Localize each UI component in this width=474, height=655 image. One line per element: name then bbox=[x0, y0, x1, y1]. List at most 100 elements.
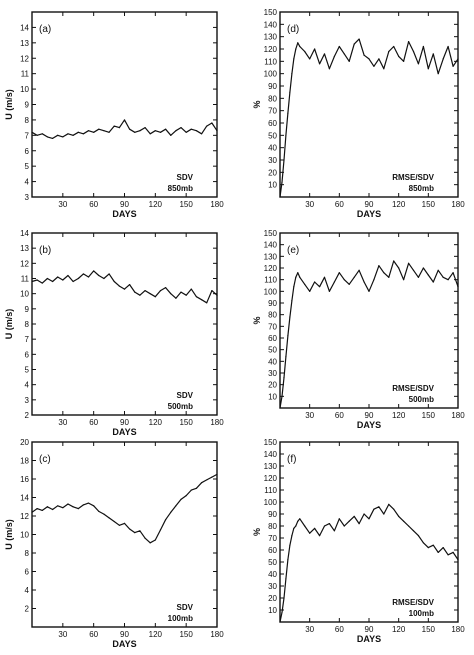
y-tick-label: 150 bbox=[264, 8, 278, 17]
y-tick-label: 110 bbox=[264, 276, 277, 285]
y-tick-label: 120 bbox=[264, 45, 278, 54]
data-point bbox=[398, 515, 400, 518]
y-axis-label: U (m/s) bbox=[4, 309, 14, 340]
data-point bbox=[353, 515, 355, 518]
data-point bbox=[417, 276, 420, 278]
data-point bbox=[299, 45, 301, 48]
y-tick-label: 10 bbox=[268, 606, 277, 615]
data-point bbox=[118, 285, 120, 287]
data-point bbox=[87, 130, 90, 132]
x-tick-label: 150 bbox=[422, 411, 436, 420]
y-tick-label: 20 bbox=[20, 438, 29, 447]
data-point bbox=[185, 495, 187, 497]
data-point bbox=[31, 131, 33, 133]
data-point bbox=[383, 68, 385, 70]
data-point bbox=[407, 41, 410, 43]
data-point bbox=[154, 296, 156, 298]
data-point bbox=[328, 68, 331, 70]
y-tick-label: 6 bbox=[25, 350, 30, 359]
data-point bbox=[57, 134, 59, 136]
x-tick-label: 30 bbox=[305, 625, 314, 634]
data-point bbox=[285, 578, 287, 580]
data-point bbox=[318, 286, 321, 288]
y-tick-label: 80 bbox=[268, 522, 277, 531]
x-tick-label: 90 bbox=[120, 418, 129, 427]
y-tick-label: 3 bbox=[25, 193, 30, 202]
x-tick-label: 150 bbox=[179, 630, 193, 639]
y-axis-label: % bbox=[252, 316, 262, 324]
panel-label: (a) bbox=[39, 24, 51, 35]
data-point bbox=[417, 535, 420, 537]
data-point bbox=[139, 130, 141, 132]
annotation: RMSE/SDV bbox=[392, 598, 434, 607]
y-tick-label: 8 bbox=[25, 320, 30, 329]
data-point bbox=[348, 283, 350, 285]
y-tick-label: 18 bbox=[20, 457, 29, 466]
y-tick-label: 60 bbox=[268, 119, 277, 128]
data-point bbox=[388, 50, 390, 53]
y-tick-label: 40 bbox=[268, 357, 277, 366]
x-tick-label: 90 bbox=[120, 630, 129, 639]
y-tick-label: 30 bbox=[268, 582, 277, 591]
data-point bbox=[289, 316, 291, 318]
data-point bbox=[323, 276, 326, 278]
data-point bbox=[287, 559, 289, 561]
data-point bbox=[98, 128, 100, 130]
data-point bbox=[318, 535, 321, 537]
data-point bbox=[211, 122, 213, 124]
x-tick-label: 150 bbox=[179, 418, 193, 427]
data-point bbox=[343, 525, 345, 527]
data-point bbox=[412, 50, 415, 53]
y-tick-label: 11 bbox=[21, 70, 30, 79]
data-point bbox=[180, 498, 182, 500]
data-point bbox=[442, 276, 444, 278]
y-tick-label: 140 bbox=[264, 450, 278, 459]
panel-c: 30 60 90 120 150 180 2 4 6 8 10 12 14 16 18 20 DAYS U (m/… bbox=[4, 438, 224, 649]
x-tick-label: 30 bbox=[305, 411, 314, 420]
y-tick-label: 3 bbox=[25, 396, 30, 405]
data-point bbox=[452, 272, 454, 274]
data-point bbox=[139, 530, 141, 532]
data-point bbox=[144, 290, 146, 292]
data-point bbox=[407, 525, 410, 527]
annotation: 500mb bbox=[168, 402, 193, 411]
data-point bbox=[36, 508, 38, 510]
y-axis-label: % bbox=[252, 100, 262, 108]
x-tick-label: 120 bbox=[149, 200, 163, 209]
x-tick-label: 120 bbox=[149, 630, 163, 639]
data-point bbox=[82, 504, 84, 506]
data-point bbox=[180, 291, 182, 293]
data-point bbox=[333, 281, 335, 283]
x-axis-label: DAYS bbox=[357, 420, 381, 430]
data-point bbox=[398, 55, 400, 58]
y-tick-label: 8 bbox=[25, 116, 30, 125]
data-point bbox=[353, 43, 355, 45]
y-tick-label: 90 bbox=[268, 82, 277, 91]
data-point bbox=[279, 407, 281, 409]
data-point bbox=[36, 134, 38, 136]
x-axis-label: DAYS bbox=[112, 639, 136, 649]
y-tick-label: 4 bbox=[25, 586, 30, 595]
data-point bbox=[358, 38, 360, 40]
y-axis-label: U (m/s) bbox=[4, 519, 14, 550]
data-point bbox=[216, 473, 218, 475]
data-point bbox=[62, 279, 64, 281]
x-tick-label: 180 bbox=[451, 625, 465, 634]
y-tick-label: 12 bbox=[20, 512, 29, 521]
data-point bbox=[134, 131, 136, 133]
data-point bbox=[314, 527, 316, 530]
data-point bbox=[283, 597, 285, 599]
panel-b: 30 60 90 120 150 180 2 3 4 5 6 7 8 9 10 11 12 13 14 DAYS U (… bbox=[4, 229, 224, 437]
annotation: 500mb bbox=[409, 395, 434, 404]
data-point bbox=[67, 133, 69, 135]
data-point bbox=[378, 506, 380, 508]
data-point bbox=[93, 505, 95, 507]
data-point bbox=[333, 530, 335, 532]
data-point bbox=[452, 551, 454, 554]
plot-frame bbox=[279, 232, 459, 409]
y-tick-label: 40 bbox=[268, 144, 277, 153]
data-point bbox=[353, 276, 355, 278]
data-point bbox=[185, 294, 187, 296]
data-point bbox=[72, 134, 74, 136]
data-point bbox=[82, 273, 84, 275]
